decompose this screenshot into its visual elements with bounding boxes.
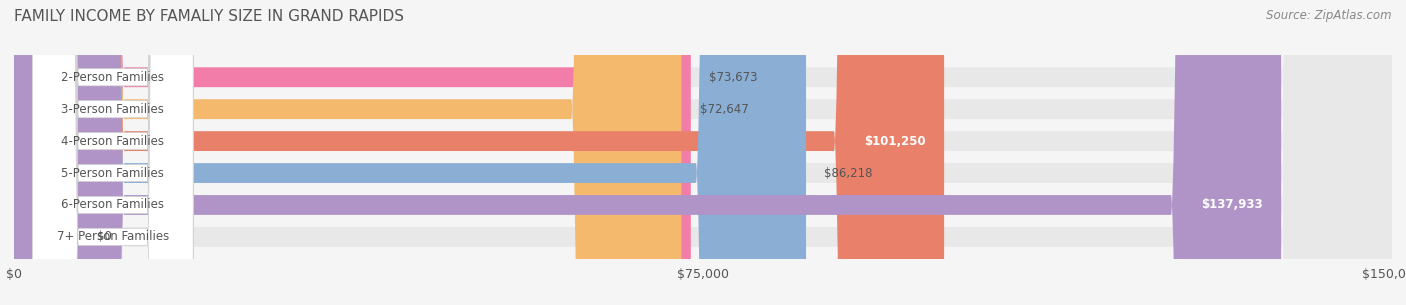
FancyBboxPatch shape (32, 0, 193, 305)
Text: $86,218: $86,218 (824, 167, 873, 180)
Text: 6-Person Families: 6-Person Families (62, 199, 165, 211)
Text: 7+ Person Families: 7+ Person Families (56, 230, 169, 243)
Text: 3-Person Families: 3-Person Families (62, 103, 165, 116)
Text: FAMILY INCOME BY FAMALIY SIZE IN GRAND RAPIDS: FAMILY INCOME BY FAMALIY SIZE IN GRAND R… (14, 9, 404, 24)
FancyBboxPatch shape (32, 0, 193, 305)
FancyBboxPatch shape (14, 0, 1392, 305)
Text: $101,250: $101,250 (865, 135, 925, 148)
Text: 2-Person Families: 2-Person Families (62, 71, 165, 84)
FancyBboxPatch shape (14, 0, 945, 305)
Text: 4-Person Families: 4-Person Families (62, 135, 165, 148)
FancyBboxPatch shape (14, 0, 1392, 305)
Text: $137,933: $137,933 (1201, 199, 1263, 211)
FancyBboxPatch shape (14, 0, 1392, 305)
Text: $73,673: $73,673 (709, 71, 758, 84)
FancyBboxPatch shape (32, 0, 193, 305)
Text: $72,647: $72,647 (700, 103, 748, 116)
FancyBboxPatch shape (14, 0, 1392, 305)
FancyBboxPatch shape (32, 0, 193, 305)
Text: 5-Person Families: 5-Person Families (62, 167, 165, 180)
FancyBboxPatch shape (14, 0, 1392, 305)
FancyBboxPatch shape (14, 0, 690, 305)
FancyBboxPatch shape (32, 0, 193, 305)
FancyBboxPatch shape (14, 0, 1392, 305)
FancyBboxPatch shape (32, 0, 193, 305)
FancyBboxPatch shape (14, 0, 1281, 305)
Text: $0: $0 (97, 230, 111, 243)
FancyBboxPatch shape (14, 0, 806, 305)
FancyBboxPatch shape (14, 0, 682, 305)
Text: Source: ZipAtlas.com: Source: ZipAtlas.com (1267, 9, 1392, 22)
